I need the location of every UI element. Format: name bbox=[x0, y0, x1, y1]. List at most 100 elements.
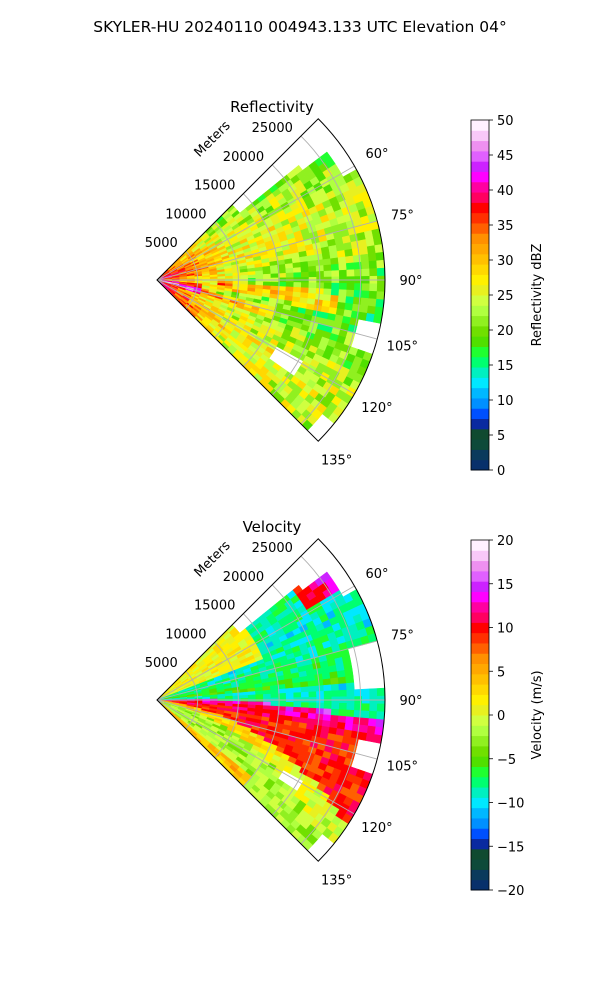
field-cell bbox=[285, 702, 295, 708]
colorbar-swatch bbox=[471, 408, 489, 420]
colorbar-swatch bbox=[471, 140, 489, 152]
field-cell bbox=[338, 263, 348, 271]
colorbar-tick-label: 10 bbox=[497, 622, 514, 637]
field-cell bbox=[293, 687, 302, 694]
field-cell bbox=[308, 287, 317, 295]
field-cell bbox=[361, 261, 370, 270]
field-cell bbox=[262, 269, 272, 275]
colorbar-swatch bbox=[471, 642, 489, 654]
azimuth-tick-label: 105° bbox=[387, 760, 418, 775]
field-cell bbox=[323, 708, 332, 716]
colorbar-swatch bbox=[471, 377, 489, 389]
colorbar-swatch bbox=[471, 120, 489, 131]
field-cell bbox=[300, 691, 310, 698]
field-cell bbox=[300, 287, 310, 294]
field-cell bbox=[323, 702, 333, 710]
field-cell bbox=[330, 294, 339, 303]
field-cell bbox=[336, 669, 346, 679]
colorbar-tick-label: 35 bbox=[497, 219, 514, 234]
field-cell bbox=[308, 691, 317, 698]
field-cell bbox=[307, 680, 317, 688]
colorbar-tick-label: 15 bbox=[497, 359, 514, 374]
field-cell bbox=[369, 283, 378, 292]
field-cell bbox=[361, 283, 371, 292]
colorbar-swatch bbox=[471, 756, 489, 767]
azimuth-tick-label: 60° bbox=[365, 147, 388, 162]
colorbar-swatch bbox=[471, 601, 489, 613]
field-cell bbox=[346, 269, 355, 277]
figure-title: SKYLER-HU 20240110 004943.133 UTC Elevat… bbox=[93, 18, 507, 36]
field-cell bbox=[346, 262, 355, 271]
colorbar-swatch bbox=[471, 612, 489, 623]
field-cell bbox=[308, 707, 317, 715]
field-cell bbox=[369, 268, 378, 277]
field-cell bbox=[321, 672, 331, 680]
field-cell bbox=[217, 276, 226, 280]
colorbar-swatch bbox=[471, 632, 489, 644]
field-cell bbox=[308, 702, 317, 709]
field-cell bbox=[232, 695, 241, 699]
colorbar-swatch bbox=[471, 766, 489, 778]
range-tick-label: 20000 bbox=[223, 150, 264, 165]
field-cell bbox=[323, 282, 333, 290]
colorbar-swatch bbox=[471, 325, 489, 337]
azimuth-tick-label: 75° bbox=[391, 208, 414, 223]
field-cell bbox=[330, 708, 340, 717]
field-cell bbox=[308, 685, 317, 693]
colorbar-swatch bbox=[471, 828, 489, 840]
field-cell bbox=[338, 683, 348, 691]
azimuth-spoke bbox=[156, 279, 355, 395]
colorbar-label: Velocity (m/s) bbox=[530, 670, 545, 759]
field-cell bbox=[376, 291, 385, 301]
field-cell bbox=[316, 702, 325, 710]
field-cell bbox=[300, 702, 310, 709]
azimuth-spoke bbox=[156, 165, 355, 281]
reflectivity-field bbox=[156, 151, 386, 431]
field-cell bbox=[368, 710, 378, 720]
field-cell bbox=[225, 275, 234, 280]
field-cell bbox=[300, 271, 310, 278]
field-cell bbox=[376, 711, 385, 721]
azimuth-spoke bbox=[156, 699, 378, 760]
field-cell bbox=[262, 701, 272, 707]
panel-title: Reflectivity bbox=[230, 98, 314, 116]
field-cell bbox=[329, 251, 339, 259]
field-cell bbox=[344, 668, 354, 678]
field-cell bbox=[331, 690, 340, 698]
field-cell bbox=[278, 701, 287, 708]
field-cell bbox=[337, 715, 347, 724]
colorbar-swatch bbox=[471, 171, 489, 183]
colorbar-swatch bbox=[471, 725, 489, 737]
panel-title: Velocity bbox=[243, 518, 302, 536]
colorbar-swatch bbox=[471, 397, 489, 409]
colorbar-swatch bbox=[471, 418, 489, 430]
colorbar-swatch bbox=[471, 315, 489, 327]
colorbar-swatch bbox=[471, 439, 489, 450]
field-cell bbox=[285, 687, 294, 694]
azimuth-spoke bbox=[156, 279, 378, 340]
field-cell bbox=[284, 263, 294, 270]
colorbar-swatch bbox=[471, 150, 489, 162]
colorbar-tick-label: −15 bbox=[497, 840, 524, 855]
colorbar-tick-label: −10 bbox=[497, 797, 524, 812]
field-cell bbox=[345, 675, 355, 684]
colorbar-swatch bbox=[471, 735, 489, 747]
field-cell bbox=[285, 272, 295, 278]
field-cell bbox=[270, 693, 279, 699]
field-cell bbox=[344, 248, 354, 258]
field-cell bbox=[285, 267, 294, 274]
field-cell bbox=[338, 282, 348, 291]
field-cell bbox=[330, 683, 340, 692]
field-cell bbox=[376, 267, 386, 277]
colorbar-swatch bbox=[471, 570, 489, 582]
colorbar-swatch bbox=[471, 161, 489, 172]
field-cell bbox=[330, 714, 339, 723]
field-cell bbox=[308, 271, 317, 278]
field-cell bbox=[300, 266, 310, 273]
colorbar-swatch bbox=[471, 428, 489, 440]
colorbar-swatch bbox=[471, 859, 489, 870]
azimuth-tick-label: 135° bbox=[321, 454, 352, 469]
field-cell bbox=[366, 725, 377, 735]
azimuth-tick-label: 105° bbox=[387, 340, 418, 355]
colorbar-swatch bbox=[471, 264, 489, 275]
